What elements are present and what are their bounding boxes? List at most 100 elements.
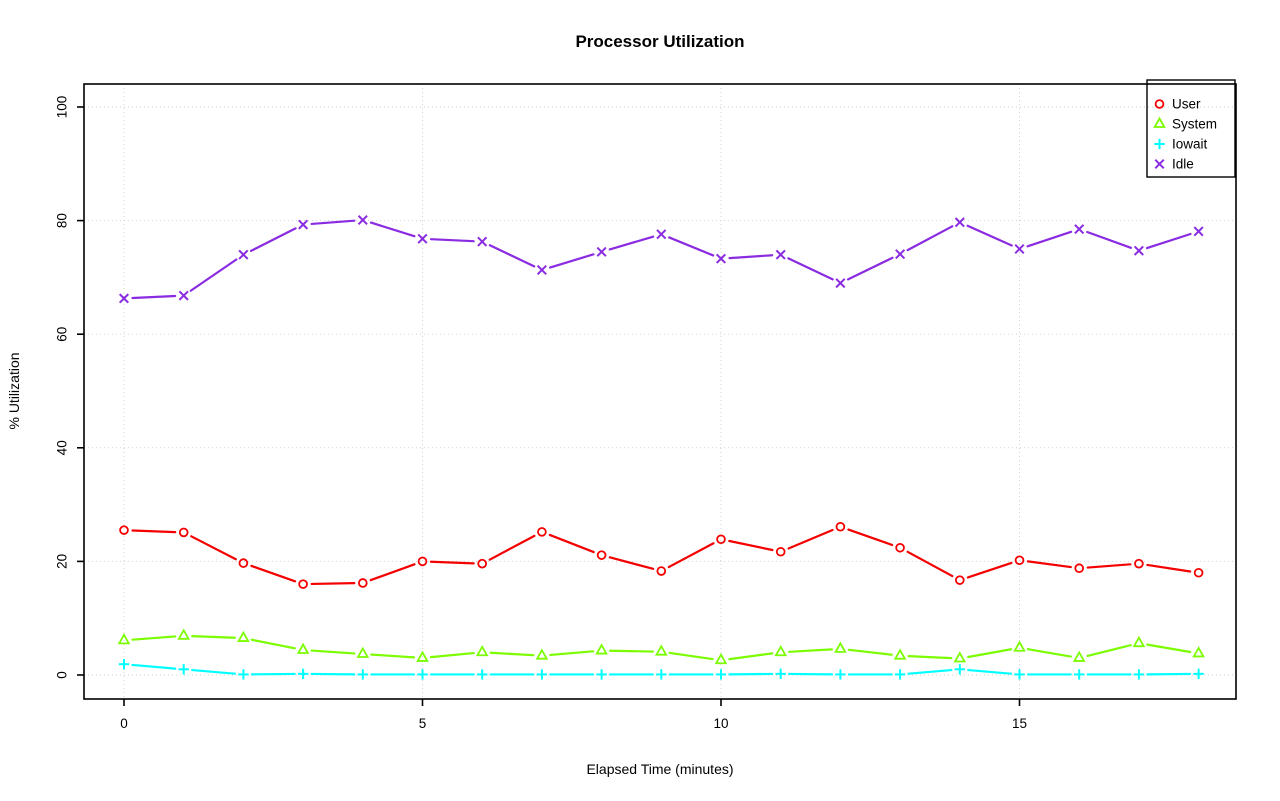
series-segment	[966, 561, 1013, 579]
series-segment	[489, 651, 535, 657]
legend-circle-icon	[1154, 99, 1165, 109]
circle-marker	[954, 575, 965, 585]
circle-marker	[775, 546, 786, 557]
series-segment	[191, 668, 237, 675]
circle-marker	[1074, 563, 1084, 574]
series-segment	[1146, 563, 1192, 573]
triangle-marker	[1013, 640, 1026, 652]
series-segment	[190, 535, 237, 561]
series-segment	[310, 649, 356, 655]
series-segment	[548, 253, 595, 269]
triangle-marker	[714, 652, 728, 665]
x-marker	[1074, 224, 1085, 235]
series-segment	[310, 582, 356, 586]
x-marker	[895, 249, 906, 260]
series-iowait	[118, 659, 1204, 680]
series-segment	[548, 533, 595, 554]
circle-marker	[238, 558, 249, 568]
gridlines	[84, 84, 1236, 699]
y-tick-label: 0	[55, 671, 70, 679]
x-tick-label: 10	[713, 716, 728, 731]
series-segment	[370, 653, 416, 659]
triangle-marker	[834, 641, 847, 653]
triangle-marker	[1132, 635, 1146, 648]
series-segment	[728, 539, 774, 552]
series-segment	[369, 563, 416, 582]
series-segment	[131, 663, 177, 670]
legend-label-system: System	[1172, 117, 1217, 132]
triangle-marker	[654, 644, 668, 656]
circle-marker	[835, 521, 846, 532]
series-segment	[250, 638, 296, 650]
legend-box	[1146, 79, 1236, 178]
x-marker	[1014, 243, 1025, 255]
y-tick-label: 60	[55, 327, 70, 342]
series-segment	[788, 648, 834, 653]
circle-marker	[716, 534, 726, 545]
series-segment	[667, 542, 715, 569]
circle-marker	[178, 527, 189, 538]
series-segment	[429, 651, 475, 659]
x-marker	[1193, 226, 1204, 237]
y-tick-label: 40	[55, 440, 70, 455]
circle-marker	[537, 527, 547, 537]
circle-marker	[119, 525, 129, 535]
series-segment	[488, 534, 536, 561]
triangle-marker	[535, 648, 549, 660]
series-segment	[608, 649, 654, 653]
triangle-marker	[774, 644, 788, 657]
x-marker	[477, 236, 488, 247]
y-tick-label: 100	[55, 96, 70, 119]
x-axis-label: Elapsed Time (minutes)	[586, 761, 734, 777]
series-segment	[787, 257, 834, 281]
series-segment	[549, 650, 595, 657]
y-axis: 0 20 40 60 80 100	[55, 96, 84, 679]
triangle-marker	[117, 633, 131, 645]
series-segment	[728, 652, 774, 661]
legend-label-idle: Idle	[1172, 157, 1194, 172]
triangle-marker	[475, 644, 489, 657]
x-marker	[656, 229, 667, 240]
circle-marker	[895, 542, 905, 553]
legend: User System Iowait Idle	[1146, 79, 1236, 178]
series-segment	[1086, 644, 1132, 658]
triangle-marker	[953, 651, 967, 663]
triangle-marker	[296, 642, 310, 654]
x-marker	[536, 265, 547, 276]
legend-triangle-icon	[1153, 116, 1166, 128]
series-segment	[668, 651, 714, 661]
series-segment	[1026, 230, 1073, 248]
circle-marker	[417, 556, 428, 567]
x-marker	[298, 219, 309, 230]
series-segment	[429, 238, 475, 243]
circle-marker	[656, 566, 667, 576]
circle-marker	[477, 558, 488, 569]
series-segment	[191, 635, 237, 639]
series-system	[117, 628, 1205, 665]
series-segment	[787, 528, 834, 550]
x-marker	[238, 249, 249, 260]
x-tick-label: 0	[120, 716, 128, 731]
series-segment	[1145, 232, 1192, 250]
triangle-marker	[893, 648, 907, 660]
y-tick-label: 20	[55, 554, 70, 569]
triangle-marker	[177, 628, 191, 640]
series-segment	[967, 648, 1013, 659]
series-idle	[118, 215, 1204, 304]
series-segment	[310, 219, 356, 226]
circle-marker	[1134, 558, 1144, 569]
y-axis-label: % Utilization	[6, 352, 22, 430]
series-segment	[249, 227, 297, 252]
circle-marker	[298, 579, 308, 589]
triangle-marker	[595, 643, 608, 655]
series-user	[119, 521, 1204, 589]
x-marker	[835, 278, 846, 289]
x-marker	[417, 233, 428, 244]
series-segment	[429, 560, 475, 565]
circle-marker	[357, 578, 368, 588]
series-segment	[907, 654, 953, 660]
series-segment	[131, 529, 177, 534]
x-marker	[178, 290, 189, 301]
triangle-marker	[1072, 650, 1086, 662]
